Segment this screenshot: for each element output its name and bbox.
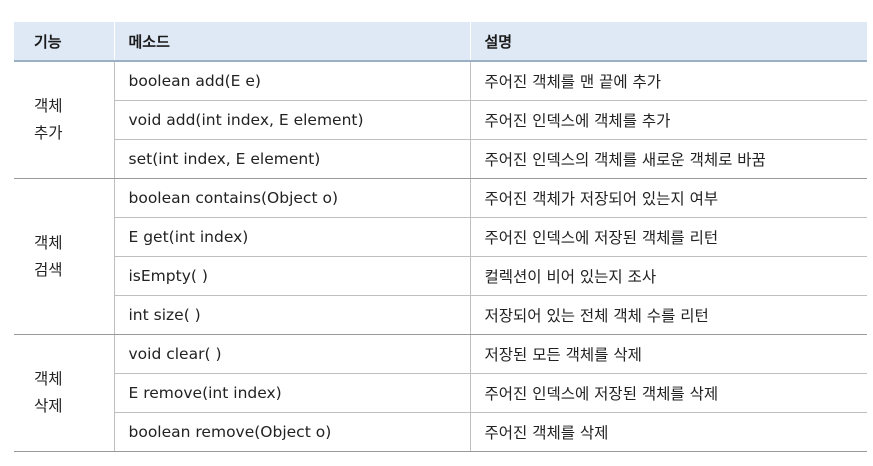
header-description: 설명 [469, 22, 867, 62]
collection-methods-table: 기능 메소드 설명 객체 추가 boolean add(E e) 주어진 객체를… [14, 22, 867, 452]
description-cell: 주어진 객체를 맨 끝에 추가 [469, 61, 867, 101]
method-cell: boolean contains(Object o) [113, 178, 470, 218]
description-cell: 주어진 객체를 삭제 [469, 412, 867, 452]
header-row: 기능 메소드 설명 [14, 22, 867, 62]
table-row: int size( ) 저장되어 있는 전체 객체 수를 리턴 [14, 295, 867, 335]
header-feature: 기능 [14, 22, 114, 62]
table-row: isEmpty( ) 컬렉션이 비어 있는지 조사 [14, 256, 867, 296]
table-row: 객체 검색 boolean contains(Object o) 주어진 객체가… [14, 178, 867, 335]
table-row: 객체 삭제 void clear( ) 저장된 모든 객체를 삭제 [14, 334, 867, 452]
method-cell: int size( ) [113, 295, 470, 335]
method-cell: void clear( ) [113, 334, 470, 374]
feature-label-line: 객체 [34, 370, 63, 388]
description-cell: 주어진 인덱스의 객체를 새로운 객체로 바꿈 [469, 139, 867, 179]
table-row: set(int index, E element) 주어진 인덱스의 객체를 새… [14, 139, 867, 179]
feature-label-line: 객체 [34, 233, 63, 252]
method-cell: E get(int index) [113, 217, 470, 257]
description-cell: 주어진 인덱스에 저장된 객체를 삭제 [469, 373, 867, 413]
method-cell: void add(int index, E element) [113, 100, 470, 140]
method-cell: boolean remove(Object o) [113, 412, 470, 452]
method-cell: boolean add(E e) [113, 61, 470, 101]
table-row: void add(int index, E element) 주어진 인덱스에 … [14, 100, 867, 140]
description-cell: 저장되어 있는 전체 객체 수를 리턴 [469, 295, 867, 335]
feature-label-line: 객체 [34, 97, 63, 115]
table-row: boolean remove(Object o) 주어진 객체를 삭제 [14, 412, 867, 452]
description-cell: 주어진 인덱스에 저장된 객체를 리턴 [469, 217, 867, 257]
method-cell: isEmpty( ) [113, 256, 470, 296]
description-cell: 저장된 모든 객체를 삭제 [469, 334, 867, 374]
table-header: 기능 메소드 설명 [14, 22, 867, 62]
table-row: E remove(int index) 주어진 인덱스에 저장된 객체를 삭제 [14, 373, 867, 413]
header-method: 메소드 [113, 22, 470, 62]
table-row: E get(int index) 주어진 인덱스에 저장된 객체를 리턴 [14, 217, 867, 257]
feature-cell-add: 객체 추가 [14, 61, 114, 179]
method-cell: set(int index, E element) [113, 139, 470, 179]
table-row: 객체 추가 boolean add(E e) 주어진 객체를 맨 끝에 추가 [14, 61, 867, 179]
description-cell: 주어진 인덱스에 객체를 추가 [469, 100, 867, 140]
description-cell: 주어진 객체가 저장되어 있는지 여부 [469, 178, 867, 218]
table-body: 객체 추가 boolean add(E e) 주어진 객체를 맨 끝에 추가 v… [14, 61, 867, 452]
feature-label-line: 검색 [34, 260, 63, 279]
feature-label-line: 삭제 [34, 397, 63, 415]
method-cell: E remove(int index) [113, 373, 470, 413]
feature-cell-delete: 객체 삭제 [14, 334, 114, 452]
feature-label-line: 추가 [34, 124, 63, 142]
feature-cell-search: 객체 검색 [14, 178, 114, 335]
description-cell: 컬렉션이 비어 있는지 조사 [469, 256, 867, 296]
